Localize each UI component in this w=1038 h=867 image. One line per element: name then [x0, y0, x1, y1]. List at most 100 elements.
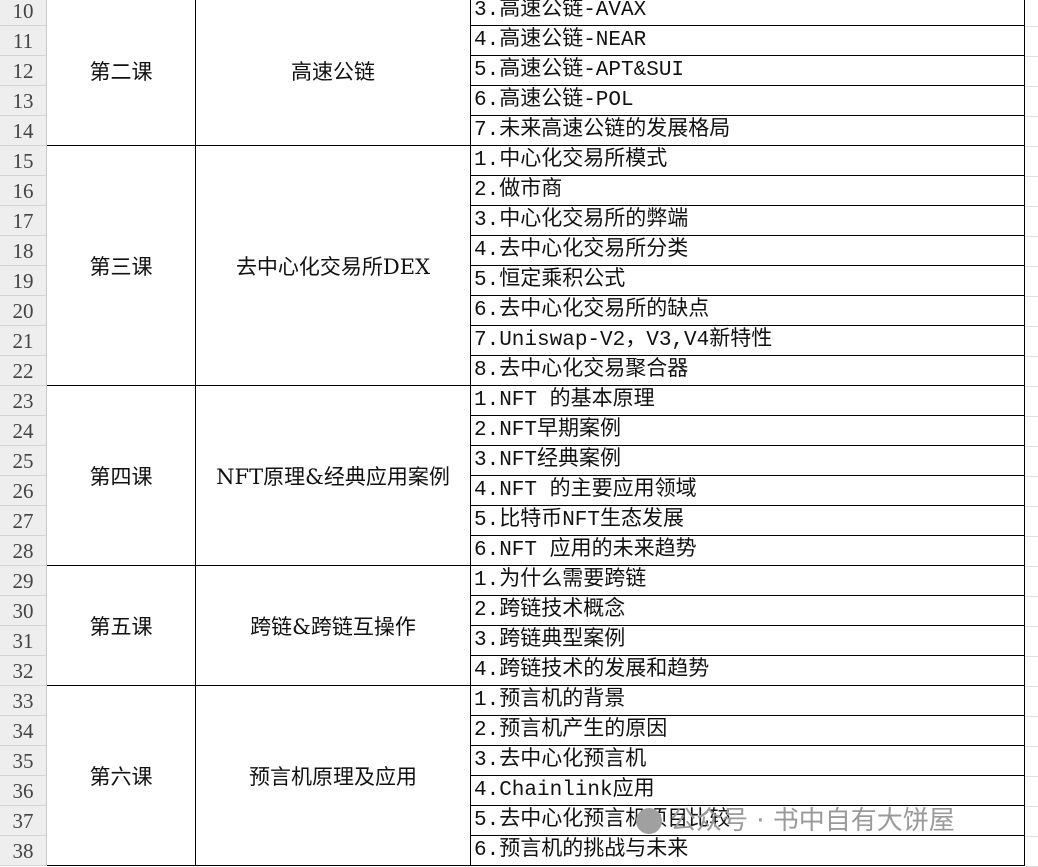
section-cell[interactable]: 1.为什么需要跨链: [471, 566, 1025, 596]
section-cell[interactable]: 2.NFT早期案例: [471, 416, 1025, 446]
empty-cell[interactable]: [1025, 596, 1038, 627]
empty-cell[interactable]: [1025, 86, 1038, 117]
section-cell[interactable]: 3.跨链典型案例: [471, 626, 1025, 656]
section-cell[interactable]: 4.Chainlink应用: [471, 776, 1025, 806]
section-cell[interactable]: 4.跨链技术的发展和趋势: [471, 656, 1025, 686]
empty-cell[interactable]: [1025, 326, 1038, 357]
row-header[interactable]: 34: [0, 716, 47, 746]
row-header[interactable]: 33: [0, 686, 47, 716]
lesson-cell[interactable]: 第六课: [47, 686, 195, 866]
topic-cell[interactable]: 去中心化交易所DEX: [195, 146, 471, 386]
topic-cell[interactable]: 跨链&跨链互操作: [195, 566, 471, 686]
empty-cell[interactable]: [1025, 0, 1038, 27]
section-cell[interactable]: 4.去中心化交易所分类: [471, 236, 1025, 266]
row-header[interactable]: 14: [0, 116, 47, 146]
empty-cell[interactable]: [1025, 26, 1038, 57]
empty-cell[interactable]: [1025, 146, 1038, 177]
empty-cell[interactable]: [1025, 686, 1038, 717]
row-header[interactable]: 36: [0, 776, 47, 806]
watermark-text: 公众号 · 书中自有大饼屋: [670, 806, 955, 836]
row-header[interactable]: 23: [0, 386, 47, 416]
empty-cell[interactable]: [1025, 116, 1038, 147]
empty-cell[interactable]: [1025, 416, 1038, 447]
section-cell[interactable]: 1.中心化交易所模式: [471, 146, 1025, 176]
section-cell[interactable]: 6.NFT 应用的未来趋势: [471, 536, 1025, 566]
section-cell[interactable]: 7.Uniswap-V2，V3,V4新特性: [471, 326, 1025, 356]
row-header[interactable]: 26: [0, 476, 47, 506]
topic-cell[interactable]: 高速公链: [195, 0, 471, 146]
row-header[interactable]: 21: [0, 326, 47, 356]
row-header[interactable]: 24: [0, 416, 47, 446]
topic-cell[interactable]: NFT原理&经典应用案例: [195, 386, 471, 566]
row-header[interactable]: 13: [0, 86, 47, 116]
lesson-cell[interactable]: 第二课: [47, 0, 195, 146]
empty-cell[interactable]: [1025, 476, 1038, 507]
section-cell[interactable]: 2.预言机产生的原因: [471, 716, 1025, 746]
row-header[interactable]: 22: [0, 356, 47, 386]
section-cell[interactable]: 2.做市商: [471, 176, 1025, 206]
empty-cell[interactable]: [1025, 716, 1038, 747]
empty-cell[interactable]: [1025, 536, 1038, 567]
section-cell[interactable]: 5.高速公链-APT&SUI: [471, 56, 1025, 86]
row-header[interactable]: 31: [0, 626, 47, 656]
section-cell[interactable]: 6.去中心化交易所的缺点: [471, 296, 1025, 326]
empty-cell[interactable]: [1025, 656, 1038, 687]
watermark: 公众号 · 书中自有大饼屋: [636, 804, 955, 838]
row-header[interactable]: 15: [0, 146, 47, 176]
lesson-cell[interactable]: 第四课: [47, 386, 195, 566]
row-header[interactable]: 35: [0, 746, 47, 776]
section-cell[interactable]: 1.预言机的背景: [471, 686, 1025, 716]
section-cell[interactable]: 7.未来高速公链的发展格局: [471, 116, 1025, 146]
section-cell[interactable]: 3.去中心化预言机: [471, 746, 1025, 776]
section-cell[interactable]: 2.跨链技术概念: [471, 596, 1025, 626]
empty-cell[interactable]: [1025, 266, 1038, 297]
section-cell[interactable]: 4.NFT 的主要应用领域: [471, 476, 1025, 506]
row-header[interactable]: 30: [0, 596, 47, 626]
row-header[interactable]: 16: [0, 176, 47, 206]
row-header[interactable]: 38: [0, 836, 47, 866]
wechat-icon: [636, 808, 662, 834]
row-header[interactable]: 18: [0, 236, 47, 266]
row-header[interactable]: 27: [0, 506, 47, 536]
section-cell[interactable]: 4.高速公链-NEAR: [471, 26, 1025, 56]
section-cell[interactable]: 1.NFT 的基本原理: [471, 386, 1025, 416]
row-header[interactable]: 11: [0, 26, 47, 56]
section-cell[interactable]: 5.恒定乘积公式: [471, 266, 1025, 296]
row-header[interactable]: 10: [0, 0, 47, 26]
section-cell[interactable]: 8.去中心化交易聚合器: [471, 356, 1025, 386]
empty-cell[interactable]: [1025, 566, 1038, 597]
empty-cell[interactable]: [1025, 626, 1038, 657]
section-cell[interactable]: 5.比特币NFT生态发展: [471, 506, 1025, 536]
empty-cell[interactable]: [1025, 206, 1038, 237]
row-header[interactable]: 12: [0, 56, 47, 86]
empty-cell[interactable]: [1025, 776, 1038, 807]
section-cell[interactable]: 3.NFT经典案例: [471, 446, 1025, 476]
row-header[interactable]: 19: [0, 266, 47, 296]
empty-cell[interactable]: [1025, 176, 1038, 207]
row-header[interactable]: 28: [0, 536, 47, 566]
row-header[interactable]: 17: [0, 206, 47, 236]
empty-cell[interactable]: [1025, 296, 1038, 327]
empty-cell[interactable]: [1025, 836, 1038, 867]
section-cell[interactable]: 5.去中心化预言机项目比较: [471, 806, 1025, 836]
row-header[interactable]: 20: [0, 296, 47, 326]
row-header[interactable]: 37: [0, 806, 47, 836]
empty-cell[interactable]: [1025, 446, 1038, 477]
empty-cell[interactable]: [1025, 386, 1038, 417]
empty-cell[interactable]: [1025, 506, 1038, 537]
row-header[interactable]: 32: [0, 656, 47, 686]
empty-cell[interactable]: [1025, 746, 1038, 777]
topic-cell[interactable]: 预言机原理及应用: [195, 686, 471, 866]
section-cell[interactable]: 6.高速公链-POL: [471, 86, 1025, 116]
section-cell[interactable]: 3.高速公链-AVAX: [471, 0, 1025, 26]
row-header[interactable]: 25: [0, 446, 47, 476]
empty-cell[interactable]: [1025, 356, 1038, 387]
empty-cell[interactable]: [1025, 236, 1038, 267]
lesson-cell[interactable]: 第三课: [47, 146, 195, 386]
empty-cell[interactable]: [1025, 806, 1038, 837]
empty-cell[interactable]: [1025, 56, 1038, 87]
row-header[interactable]: 29: [0, 566, 47, 596]
section-cell[interactable]: 3.中心化交易所的弊端: [471, 206, 1025, 236]
lesson-cell[interactable]: 第五课: [47, 566, 195, 686]
